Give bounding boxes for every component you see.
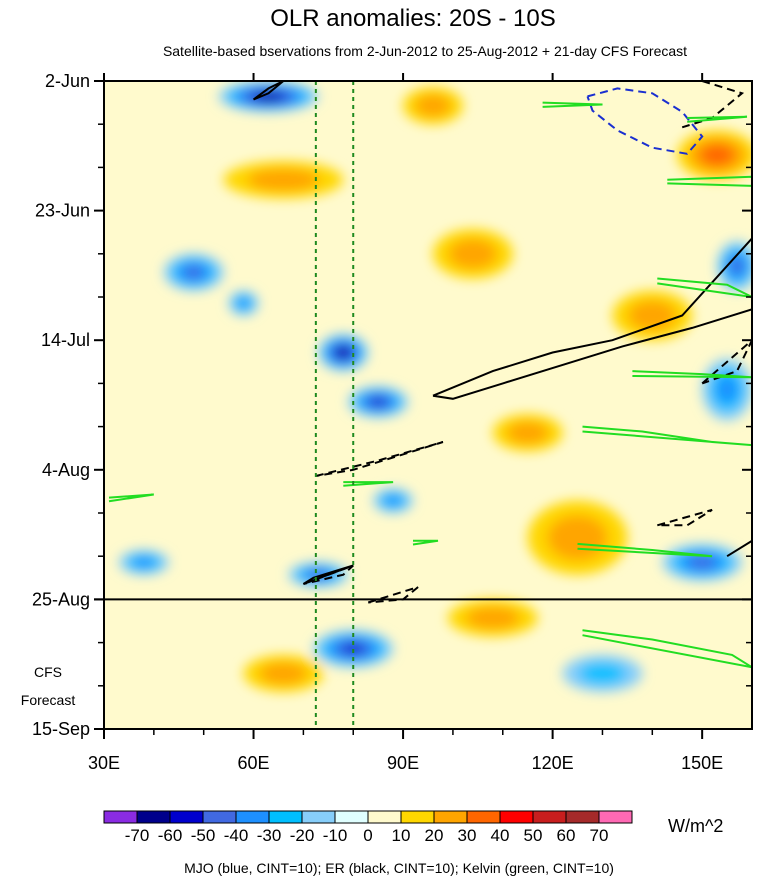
- kelvin-contour-9: [108, 493, 154, 503]
- y-axis: 2-Jun 23-Jun 14-Jul 4-Aug 25-Aug 15-Sep: [32, 71, 752, 739]
- anomaly-feature-2-level-4: [369, 397, 387, 407]
- reference-lines: [314, 81, 355, 729]
- colorbar-label-0: -70: [125, 826, 150, 845]
- kelvin-contour-8: [343, 481, 394, 487]
- y-tick-label-0: 2-Jun: [45, 71, 90, 91]
- kelvin-contour-1: [687, 115, 748, 123]
- x-axis: 30E 60E 90E 120E 150E: [88, 73, 723, 773]
- colorbar-unit: W/m^2: [668, 816, 723, 836]
- colorbar-swatch-3: [202, 810, 237, 824]
- kelvin-contour-4: [632, 370, 752, 379]
- y-tick-label-2: 14-Jul: [41, 330, 90, 350]
- x-tick-label-1: 60E: [238, 753, 270, 773]
- colorbar-swatch-0: [103, 810, 138, 824]
- anomaly-feature-9-level-2: [716, 376, 738, 403]
- mjo-contour-0: [586, 87, 704, 155]
- anomaly-feature-13-level-1: [247, 168, 320, 191]
- er-contour-2: [315, 441, 444, 477]
- colorbar-label-7: 0: [363, 826, 372, 845]
- anomaly-feature-19-level-2: [384, 495, 402, 506]
- kelvin-contour-5: [582, 425, 752, 447]
- anomaly-feature-12-level-1: [448, 238, 497, 269]
- anomaly-feature-3-level-3: [183, 266, 204, 279]
- anomaly-feature-10-level-2: [700, 144, 735, 166]
- anomaly-feature-20-level-2: [133, 557, 155, 568]
- forecast-label-line1: CFS: [34, 664, 62, 680]
- y-tick-label-4: 25-Aug: [32, 589, 90, 609]
- er-contour-0: [252, 81, 285, 101]
- colorbar-label-12: 50: [524, 826, 543, 845]
- anomaly-feature-18-level-1: [259, 662, 308, 685]
- colorbar-label-10: 30: [458, 826, 477, 845]
- colorbar: -70 -60 -50 -40 -30 -20 -10 0 10 20 30 40 50 60 70: [103, 810, 633, 845]
- colorbar-label-11: 40: [491, 826, 510, 845]
- anomaly-feature-1-level-5: [337, 348, 350, 357]
- colorbar-label-1: -60: [158, 826, 183, 845]
- colorbar-swatch-11: [466, 810, 501, 824]
- anomaly-feature-6-level-4: [342, 643, 365, 654]
- colorbar-label-4: -30: [257, 826, 282, 845]
- wave-contours: [108, 81, 752, 669]
- plot-area: [104, 81, 752, 729]
- colorbar-swatch-8: [367, 810, 402, 824]
- colorbar-label-8: 10: [392, 826, 411, 845]
- colorbar-swatch-6: [301, 810, 336, 824]
- y-tick-label-1: 23-Jun: [35, 201, 90, 221]
- er-contour-7: [681, 81, 745, 129]
- chart-title: OLR anomalies: 20S - 10S: [270, 5, 555, 32]
- x-tick-label-0: 30E: [88, 753, 120, 773]
- x-tick-label-2: 90E: [387, 753, 419, 773]
- colorbar-label-3: -40: [224, 826, 249, 845]
- kelvin-contour-7: [582, 629, 752, 669]
- colorbar-label-5: -20: [290, 826, 315, 845]
- er-contour-4: [302, 564, 354, 585]
- anomaly-feature-8-level-3: [730, 257, 744, 275]
- kelvin-contour-0: [542, 101, 603, 108]
- y-tick-label-5: 15-Sep: [32, 719, 90, 739]
- kelvin-contour-3: [657, 277, 752, 298]
- er-contour-5: [367, 586, 419, 604]
- colorbar-swatch-10: [433, 810, 468, 824]
- anomaly-feature-16-level-1: [465, 606, 520, 630]
- forecast-label-line2: Forecast: [21, 692, 76, 708]
- colorbar-swatch-14: [565, 810, 600, 824]
- kelvin-contour-10: [412, 539, 439, 546]
- colorbar-swatch-9: [400, 810, 435, 824]
- colorbar-swatch-2: [169, 810, 204, 824]
- colorbar-swatch-5: [268, 810, 303, 824]
- anomaly-feature-4-level-2: [237, 297, 250, 309]
- anomaly-features: [118, 81, 752, 692]
- er-contour-6: [657, 508, 713, 527]
- colorbar-swatch-15: [598, 810, 633, 824]
- anomaly-feature-7-level-3: [688, 556, 716, 569]
- chart-footer: MJO (blue, CINT=10); ER (black, CINT=10)…: [184, 860, 614, 876]
- er-contour-9: [726, 539, 752, 563]
- er-contour-1: [432, 236, 752, 400]
- chart-subtitle: Satellite-based bservations from 2-Jun-2…: [163, 43, 687, 59]
- anomaly-feature-17-level-1: [506, 421, 549, 444]
- anomaly-feature-14-level-1: [415, 94, 451, 117]
- colorbar-swatch-13: [532, 810, 567, 824]
- x-tick-label-3: 120E: [532, 753, 574, 773]
- colorbar-label-9: 20: [425, 826, 444, 845]
- plot-frame: [103, 80, 753, 730]
- colorbar-swatch-12: [499, 810, 534, 824]
- anomaly-feature-21-level-1: [578, 662, 627, 685]
- colorbar-swatch-1: [136, 810, 171, 824]
- colorbar-label-2: -50: [191, 826, 216, 845]
- y-tick-label-3: 4-Aug: [42, 460, 90, 480]
- colorbar-swatch-7: [334, 810, 369, 824]
- x-tick-label-4: 150E: [681, 753, 723, 773]
- kelvin-contour-2: [667, 175, 752, 187]
- colorbar-label-14: 70: [590, 826, 609, 845]
- colorbar-label-6: -10: [323, 826, 348, 845]
- colorbar-swatch-4: [235, 810, 270, 824]
- plot-background: [104, 81, 752, 729]
- colorbar-label-13: 60: [557, 826, 576, 845]
- kelvin-contour-6: [577, 542, 713, 558]
- anomaly-feature-11-level-1: [547, 515, 608, 560]
- anomaly-feature-15-level-1: [628, 300, 677, 331]
